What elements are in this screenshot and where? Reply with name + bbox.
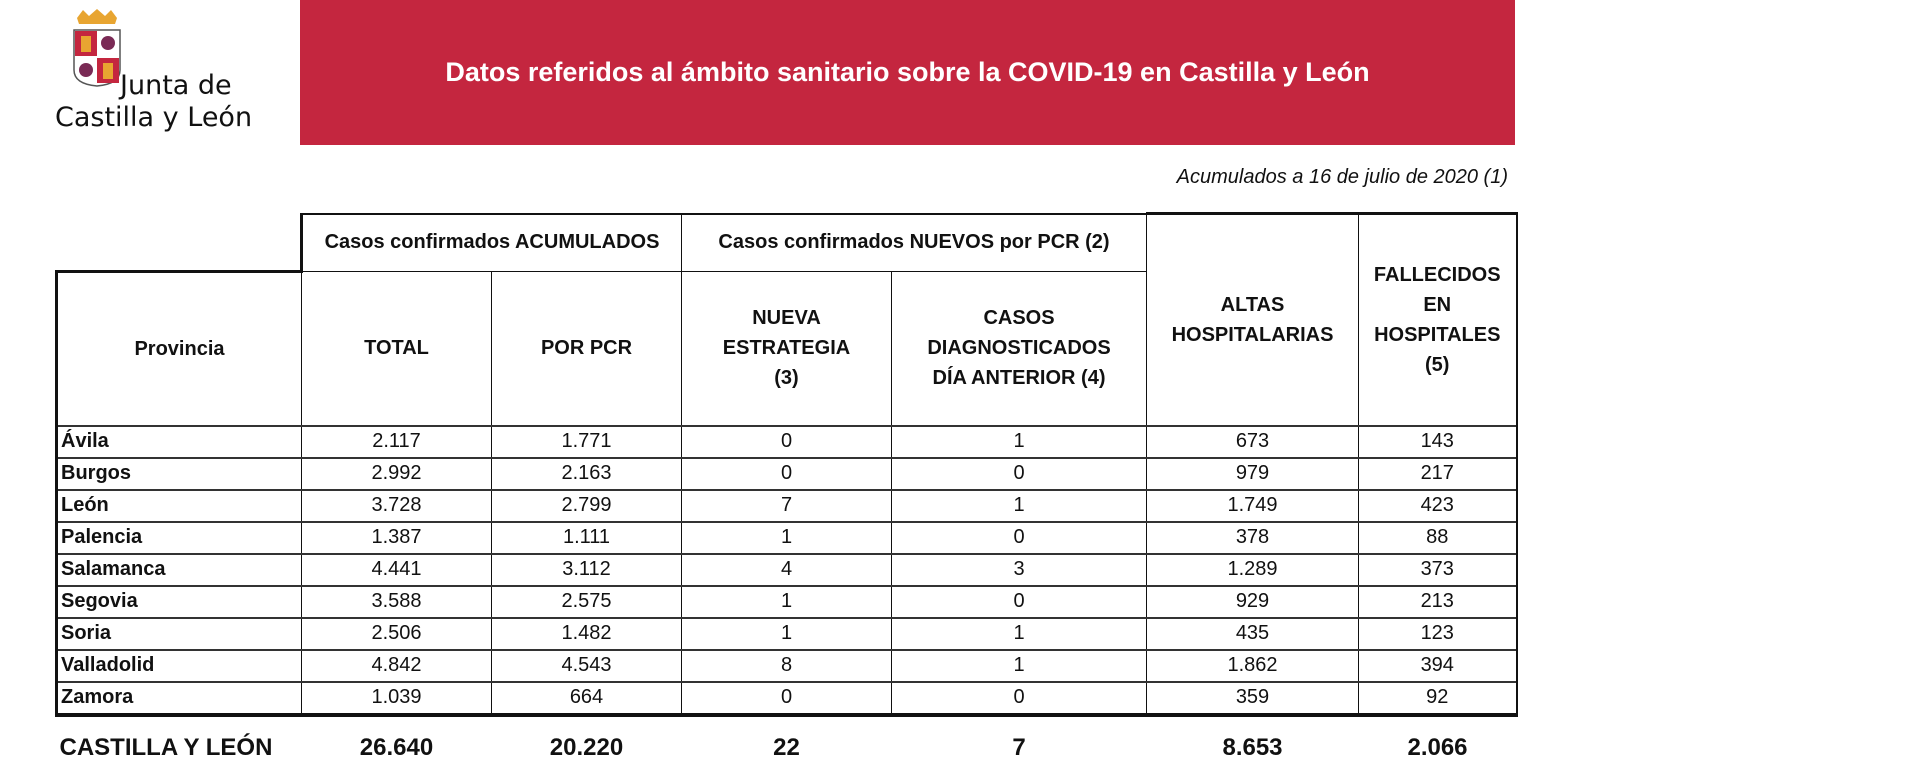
total-cell: 26.640 [359, 733, 434, 761]
table-row: Ávila 2.117 1.771 0 1 673 143 [55, 424, 1518, 458]
logo-line2: Castilla y León [55, 102, 253, 133]
table-cell: 92 [1358, 680, 1518, 717]
table-cell: 378 [1146, 520, 1359, 554]
table-cell: 3.728 [301, 488, 492, 522]
table-cell: 2.506 [301, 616, 492, 650]
table-cell: 123 [1358, 616, 1518, 650]
table-cell: 2.117 [301, 424, 492, 458]
table-cell: 2.163 [491, 456, 682, 490]
col-header-fallecidos: FALLECIDOS EN HOSPITALES (5) [1358, 212, 1518, 426]
table-cell: 373 [1358, 552, 1518, 586]
table-cell: 1.039 [301, 680, 492, 717]
table-cell: 1.482 [491, 616, 682, 650]
col-header-nueva-estrategia: NUEVA ESTRATEGIA (3) [681, 270, 892, 426]
table-cell: 2.992 [301, 456, 492, 490]
table-cell: 4.441 [301, 552, 492, 586]
group-header-nuevos: Casos confirmados NUEVOS por PCR (2) [681, 212, 1147, 272]
table-cell: 0 [891, 456, 1147, 490]
table-cell: 435 [1146, 616, 1359, 650]
table-cell: 0 [891, 680, 1147, 717]
table-cell: 0 [891, 584, 1147, 618]
title-banner: Datos referidos al ámbito sanitario sobr… [300, 0, 1515, 145]
province-name: León [55, 488, 302, 522]
province-name: Segovia [55, 584, 302, 618]
table-cell: 1 [891, 616, 1147, 650]
table-row: León 3.728 2.799 7 1 1.749 423 [55, 488, 1518, 522]
table-cell: 1.749 [1146, 488, 1359, 522]
table-row: Salamanca 4.441 3.112 4 3 1.289 373 [55, 552, 1518, 586]
table-cell: 1 [891, 488, 1147, 522]
table-cell: 1 [891, 424, 1147, 458]
table-cell: 394 [1358, 648, 1518, 682]
total-cell: 2.066 [1407, 733, 1468, 761]
table-cell: 3.112 [491, 552, 682, 586]
table-row: Valladolid 4.842 4.543 8 1 1.862 394 [55, 648, 1518, 682]
table-cell: 359 [1146, 680, 1359, 717]
col-header-total: TOTAL [301, 270, 492, 426]
logo-line1: Junta de [120, 70, 232, 101]
table-row: Palencia 1.387 1.111 1 0 378 88 [55, 520, 1518, 554]
table-cell: 929 [1146, 584, 1359, 618]
coat-of-arms-icon [73, 9, 121, 87]
province-name: Burgos [55, 456, 302, 490]
total-cell: 7 [1012, 733, 1026, 761]
province-name: Zamora [55, 680, 302, 717]
table-cell: 1 [681, 584, 892, 618]
table-cell: 0 [681, 456, 892, 490]
table-cell: 1.387 [301, 520, 492, 554]
province-name: Valladolid [55, 648, 302, 682]
province-name: Soria [55, 616, 302, 650]
col-header-provincia: Provincia [55, 269, 302, 426]
table-cell: 2.575 [491, 584, 682, 618]
table-cell: 0 [891, 520, 1147, 554]
table-row: Zamora 1.039 664 0 0 359 92 [55, 680, 1518, 717]
table-cell: 1 [891, 648, 1147, 682]
table-cell: 213 [1358, 584, 1518, 618]
table-cell: 423 [1358, 488, 1518, 522]
covid-data-table: Casos confirmados ACUMULADOS Casos confi… [55, 212, 1518, 779]
table-row: Soria 2.506 1.482 1 1 435 123 [55, 616, 1518, 650]
total-cell: 8.653 [1222, 733, 1283, 761]
table-cell: 4.842 [301, 648, 492, 682]
page-title: Datos referidos al ámbito sanitario sobr… [445, 57, 1370, 87]
junta-logo: Junta de Castilla y León [55, 8, 295, 143]
table-cell: 8 [681, 648, 892, 682]
col-header-por-pcr: POR PCR [491, 270, 682, 426]
total-cell: 20.220 [549, 733, 624, 761]
total-row: CASTILLA Y LEÓN 26.640 20.220 22 7 8.653… [57, 715, 1517, 779]
table-cell: 1.289 [1146, 552, 1359, 586]
table-cell: 7 [681, 488, 892, 522]
table-cell: 1.862 [1146, 648, 1359, 682]
table-cell: 88 [1358, 520, 1518, 554]
col-header-casos-diagnosticados: CASOS DIAGNOSTICADOS DÍA ANTERIOR (4) [891, 270, 1147, 426]
table-cell: 0 [681, 424, 892, 458]
table-cell: 1.771 [491, 424, 682, 458]
total-label: CASTILLA Y LEÓN [59, 733, 273, 761]
table-cell: 979 [1146, 456, 1359, 490]
table-row: Burgos 2.992 2.163 0 0 979 217 [55, 456, 1518, 490]
table-cell: 4.543 [491, 648, 682, 682]
table-cell: 1.111 [491, 520, 682, 554]
col-header-altas: ALTAS HOSPITALARIAS [1146, 212, 1359, 426]
table-cell: 673 [1146, 424, 1359, 458]
table-cell: 217 [1358, 456, 1518, 490]
total-cell: 22 [773, 733, 800, 761]
province-name: Salamanca [55, 552, 302, 586]
table-cell: 664 [491, 680, 682, 717]
table-row: Segovia 3.588 2.575 1 0 929 213 [55, 584, 1518, 618]
date-note: Acumulados a 16 de julio de 2020 (1) [1176, 166, 1508, 188]
group-header-acumulados: Casos confirmados ACUMULADOS [300, 212, 682, 272]
table-cell: 1 [681, 520, 892, 554]
table-cell: 143 [1358, 424, 1518, 458]
table-cell: 3 [891, 552, 1147, 586]
table-cell: 4 [681, 552, 892, 586]
province-name: Ávila [55, 424, 302, 458]
table-cell: 3.588 [301, 584, 492, 618]
table-cell: 0 [681, 680, 892, 717]
table-cell: 1 [681, 616, 892, 650]
province-name: Palencia [55, 520, 302, 554]
table-cell: 2.799 [491, 488, 682, 522]
